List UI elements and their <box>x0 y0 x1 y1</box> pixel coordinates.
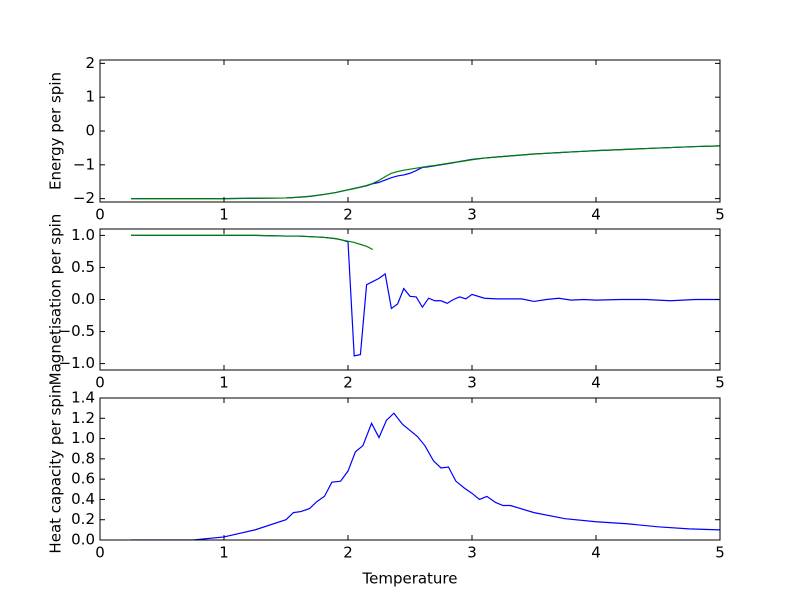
y-tick-label: 1.0 <box>71 226 95 244</box>
y-tick-label: 1.4 <box>71 389 95 407</box>
plot-area <box>131 145 720 200</box>
y-tick-label: 0.2 <box>71 510 95 528</box>
y-tick-label: −1 <box>73 155 95 173</box>
y-tick-label: 0.0 <box>71 290 95 308</box>
data-line <box>131 234 720 357</box>
x-axis-label: Temperature <box>361 570 457 588</box>
x-tick-label: 5 <box>715 544 725 562</box>
x-tick-label: 4 <box>591 374 601 392</box>
y-tick-label: 0 <box>85 122 95 140</box>
x-tick-label: 2 <box>343 206 353 224</box>
y-axis-label: Heat capacity per spin <box>47 384 65 553</box>
x-tick-label: 2 <box>343 374 353 392</box>
y-tick-label: 0.6 <box>71 470 95 488</box>
data-line <box>131 234 374 251</box>
axes-frame <box>99 397 721 541</box>
y-tick-label: −1.0 <box>59 354 95 372</box>
data-line <box>131 145 720 200</box>
y-tick-label: 1.2 <box>71 409 95 427</box>
plot-area <box>131 412 720 540</box>
axes-frame <box>99 59 721 203</box>
y-tick-label: −2 <box>73 189 95 207</box>
y-axis-label: Magnetisation per spin <box>47 214 65 386</box>
x-tick-label: 4 <box>591 544 601 562</box>
x-tick-label: 3 <box>467 544 477 562</box>
x-tick-label: 1 <box>219 374 229 392</box>
data-line <box>131 412 720 540</box>
plot-area <box>131 234 720 357</box>
x-tick-label: 0 <box>95 206 105 224</box>
y-tick-label: 0.8 <box>71 449 95 467</box>
x-tick-label: 5 <box>715 206 725 224</box>
x-tick-label: 1 <box>219 206 229 224</box>
y-axis-label: Energy per spin <box>47 72 65 190</box>
x-tick-label: 5 <box>715 374 725 392</box>
y-tick-label: 0.4 <box>71 490 95 508</box>
x-tick-label: 0 <box>95 544 105 562</box>
x-tick-label: 3 <box>467 374 477 392</box>
data-line <box>131 145 720 200</box>
y-tick-label: 1 <box>85 88 95 106</box>
y-tick-label: 1.0 <box>71 429 95 447</box>
y-tick-label: 0.0 <box>71 531 95 549</box>
x-tick-label: 4 <box>591 206 601 224</box>
y-tick-label: 0.5 <box>71 258 95 276</box>
y-tick-label: 2 <box>85 54 95 72</box>
x-tick-label: 0 <box>95 374 105 392</box>
y-tick-label: −0.5 <box>59 322 95 340</box>
x-tick-label: 2 <box>343 544 353 562</box>
x-tick-label: 3 <box>467 206 477 224</box>
x-tick-label: 1 <box>219 544 229 562</box>
